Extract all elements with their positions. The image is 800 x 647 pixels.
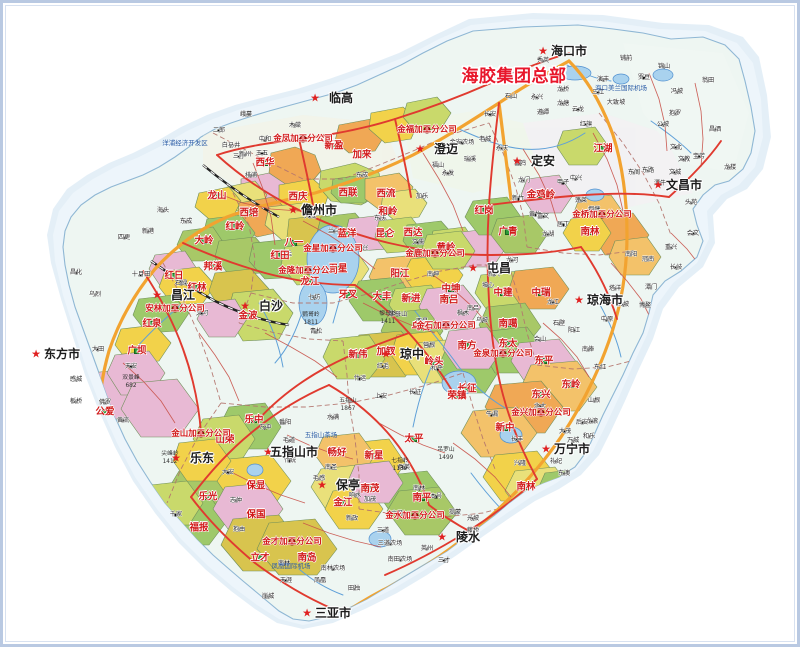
railway-layer [150,164,290,327]
map-canvas[interactable]: 白马井 中和 三才 王五 新州 峨蔓 木棠 二郎 东成 兰洋 大成 东庆 南丰 七坊 青松 十月田 乌烈 昌化 石碌… [3,3,797,644]
hainan-island-map [3,3,797,644]
national-road-layer [142,52,722,610]
